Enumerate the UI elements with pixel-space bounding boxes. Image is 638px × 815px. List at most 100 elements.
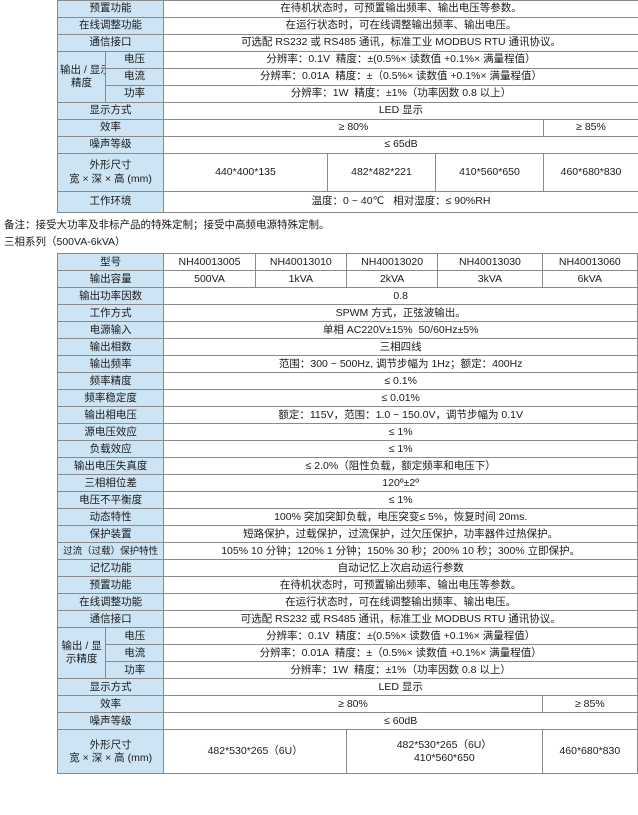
- row-label-dimensions: 外形尺寸 宽 × 深 × 高 (mm): [57, 153, 164, 192]
- row-label-dimensions-2: 外形尺寸 宽 × 深 × 高 (mm): [56, 729, 165, 775]
- dimensions2-value2-line1: 482*530*265（6U）: [396, 738, 492, 751]
- table-row: 显示方式 LED 显示: [57, 102, 638, 120]
- row-value-dynamic-characteristic: 100% 突加突卸负载，电压突变≤ 5%，恢复时间 20ms.: [163, 508, 638, 527]
- row-label-preset-function: 预置功能: [57, 0, 164, 18]
- row-value-efficiency-right: ≥ 85%: [543, 119, 638, 137]
- row-label-online-adjust-2: 在线调整功能: [56, 593, 165, 612]
- row-value-protection-device: 短路保护，过载保护，过流保护，过欠压保护，功率器件过热保护。: [163, 525, 638, 544]
- table-row: 输出功率因数 0.8: [56, 287, 638, 306]
- table-row: 噪声等级 ≤ 65dB: [57, 136, 638, 154]
- table-row: 输出 / 显 示精度 电压 分辨率：0.1V 精度：±(0.5%× 读数值 +0…: [56, 627, 638, 680]
- table-row: 输出相电压 额定：115V，范围：1.0 ~ 150.0V，调节步幅为 0.1V: [56, 406, 638, 425]
- row-value-efficiency-left-2: ≥ 80%: [163, 695, 543, 714]
- row-value-display-mode-2: LED 显示: [163, 678, 638, 697]
- row-label-phase-difference: 三相相位差: [56, 474, 165, 493]
- row-value-power-input: 单相 AC220V±15% 50/60Hz±5%: [163, 321, 638, 340]
- row-value-comm-interface: 可选配 RS232 或 RS485 通讯，标准工业 MODBUS RTU 通讯协…: [163, 34, 638, 52]
- cell-capacity-1: 500VA: [163, 270, 256, 289]
- row-label-voltage-distortion: 输出电压失真度: [56, 457, 165, 476]
- section-title-three-phase: 三相系列（500VA-6kVA）: [4, 236, 126, 249]
- row-value-dimensions2-2: 482*530*265（6U） 410*560*650: [345, 729, 543, 775]
- table-row: 工作环境 温度：0 ~ 40℃ 相对湿度：≤ 90%RH: [57, 191, 638, 213]
- cell-model-2: NH40013010: [254, 253, 347, 272]
- row-label-source-voltage-effect: 源电压效应: [56, 423, 165, 442]
- dimensions2-value2-line2: 410*560*650: [413, 751, 475, 764]
- table-row: 在线调整功能 在运行状态时，可在线调整输出频率、输出电压。: [56, 593, 638, 612]
- row-label-memory-function: 记忆功能: [56, 559, 165, 578]
- dimensions-label-line2: 宽 × 深 × 高 (mm): [69, 172, 152, 185]
- row-label-output-phase-voltage: 输出相电压: [56, 406, 165, 425]
- cell-model-4: NH40013030: [437, 253, 543, 272]
- row-label-model: 型号: [56, 253, 165, 272]
- table-row: 预置功能 在待机状态时，可预置输出频率、输出电压等参数。: [56, 576, 638, 595]
- row-label-comm-interface-2: 通信接口: [56, 610, 165, 629]
- table-row: 电流 分辨率：0.01A 精度：±（0.5%× 读数值 +0.1%× 满量程值）: [58, 644, 638, 663]
- row-value-power-factor: 0.8: [163, 287, 638, 306]
- row-value-noise-level: ≤ 65dB: [163, 136, 638, 154]
- row-value-dimensions-4: 460*680*830: [543, 153, 638, 192]
- row-value-output-phases: 三相四线: [163, 338, 638, 357]
- table-row: 频率稳定度 ≤ 0.01%: [56, 389, 638, 408]
- row-value-working-environment: 温度：0 ~ 40℃ 相对湿度：≤ 90%RH: [163, 191, 638, 213]
- row-value-power-accuracy-2: 分辨率：1W 精度：±1%（功率因数 0.8 以上）: [163, 661, 638, 680]
- row-value-voltage-accuracy-2: 分辨率：0.1V 精度：±(0.5%× 读数值 +0.1%× 满量程值）: [163, 627, 638, 646]
- row-label-display-mode-2: 显示方式: [56, 678, 165, 697]
- row-value-source-voltage-effect: ≤ 1%: [163, 423, 638, 442]
- row-label-dynamic-characteristic: 动态特性: [56, 508, 165, 527]
- table-row: 效率 ≥ 80% ≥ 85%: [56, 695, 638, 714]
- row-label-efficiency: 效率: [57, 119, 164, 137]
- table-row: 外形尺寸 宽 × 深 × 高 (mm) 482*530*265（6U） 482*…: [56, 729, 638, 775]
- row-value-frequency-accuracy: ≤ 0.1%: [163, 372, 638, 391]
- table-row: 三相相位差 120º±2º: [56, 474, 638, 493]
- row-value-dimensions2-1: 482*530*265（6U）: [163, 729, 347, 775]
- row-label-protection-device: 保护装置: [56, 525, 165, 544]
- table-row: 电流 分辨率：0.01A 精度：±（0.5%× 读数值 +0.1%× 满量程值）: [58, 68, 638, 86]
- accuracy2-label-line2: 示精度: [65, 653, 98, 666]
- row-label-working-mode: 工作方式: [56, 304, 165, 323]
- row-value-preset-function: 在待机状态时，可预置输出频率、输出电压等参数。: [163, 0, 638, 18]
- cell-model-1: NH40013005: [163, 253, 256, 272]
- table-row: 功率 分辨率：1W 精度：±1%（功率因数 0.8 以上）: [58, 85, 638, 103]
- row-label-noise-level-2: 噪声等级: [56, 712, 165, 731]
- table-row: 功率 分辨率：1W 精度：±1%（功率因数 0.8 以上）: [58, 661, 638, 680]
- table-row: 输出 / 显示 精度 电压 分辨率：0.1V 精度：±(0.5%× 读数值 +0…: [57, 51, 638, 103]
- row-label-comm-interface: 通信接口: [57, 34, 164, 52]
- row-value-dimensions2-3: 460*680*830: [541, 729, 638, 775]
- cell-capacity-5: 6kVA: [541, 270, 638, 289]
- row-label-noise-level: 噪声等级: [57, 136, 164, 154]
- row-value-current-accuracy: 分辨率：0.01A 精度：±（0.5%× 读数值 +0.1%× 满量程值）: [163, 68, 638, 86]
- row-value-display-mode: LED 显示: [163, 102, 638, 120]
- sub-label-voltage-2: 电压: [105, 627, 165, 646]
- table-row: 过流（过载）保护特性 105% 10 分钟；120% 1 分钟；150% 30 …: [56, 542, 638, 561]
- cell-model-3: NH40013020: [345, 253, 439, 272]
- table-row: 效率 ≥ 80% ≥ 85%: [57, 119, 638, 137]
- table-row: 工作方式 SPWM 方式，正弦波输出。: [56, 304, 638, 323]
- sub-label-power-2: 功率: [105, 661, 165, 680]
- table-row: 型号 NH40013005 NH40013010 NH40013020 NH40…: [56, 253, 638, 272]
- row-value-memory-function: 自动记忆上次启动运行参数: [163, 559, 638, 578]
- row-value-preset-function-2: 在待机状态时，可预置输出频率、输出电压等参数。: [163, 576, 638, 595]
- row-label-power-factor: 输出功率因数: [56, 287, 165, 306]
- table-row: 外形尺寸 宽 × 深 × 高 (mm) 440*400*135 482*482*…: [57, 153, 638, 192]
- row-label-frequency-accuracy: 频率精度: [56, 372, 165, 391]
- cell-capacity-3: 2kVA: [345, 270, 439, 289]
- accuracy-label-line2: 精度: [71, 77, 92, 89]
- sub-label-power: 功率: [105, 85, 164, 103]
- row-value-overcurrent-protection: 105% 10 分钟；120% 1 分钟；150% 30 秒；200% 10 秒…: [163, 542, 638, 561]
- dimensions2-label-line1: 外形尺寸: [89, 738, 132, 751]
- row-label-online-adjust: 在线调整功能: [57, 17, 164, 35]
- cell-capacity-2: 1kVA: [254, 270, 347, 289]
- table-row: 输出容量 500VA 1kVA 2kVA 3kVA 6kVA: [56, 270, 638, 289]
- spec-table-single-phase-continued: 预置功能 在待机状态时，可预置输出频率、输出电压等参数。 在线调整功能 在运行状…: [57, 0, 638, 213]
- table-row: 噪声等级 ≤ 60dB: [56, 712, 638, 731]
- row-label-output-phases: 输出相数: [56, 338, 165, 357]
- table-row: 在线调整功能 在运行状态时，可在线调整输出频率、输出电压。: [57, 17, 638, 35]
- row-value-dimensions-2: 482*482*221: [327, 153, 436, 192]
- table-row: 输出电压失真度 ≤ 2.0%（阻性负载，额定频率和电压下）: [56, 457, 638, 476]
- row-label-frequency-stability: 频率稳定度: [56, 389, 165, 408]
- row-label-output-frequency: 输出频率: [56, 355, 165, 374]
- accuracy2-label-line1: 输出 / 显: [61, 640, 102, 653]
- row-value-frequency-stability: ≤ 0.01%: [163, 389, 638, 408]
- row-label-overcurrent-protection: 过流（过载）保护特性: [56, 542, 165, 561]
